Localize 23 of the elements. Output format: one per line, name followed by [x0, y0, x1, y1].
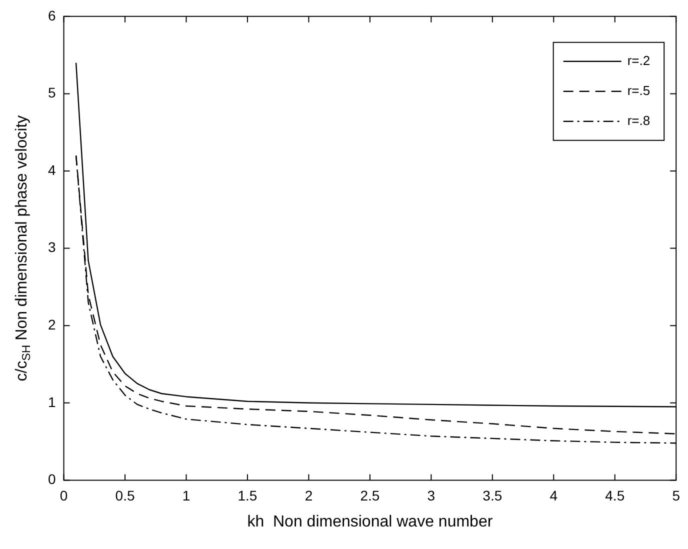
- x-axis-title: kh Non dimensional wave number: [247, 514, 494, 531]
- x-tick-label: 3.5: [482, 487, 502, 504]
- x-tick-label: 3: [427, 487, 436, 504]
- x-tick-label: 4: [550, 487, 558, 504]
- x-tick-label: 0: [60, 487, 68, 504]
- y-tick-label: 2: [48, 316, 56, 332]
- y-tick-label: 1: [48, 394, 56, 410]
- x-tick-label: 1: [182, 487, 190, 504]
- legend-label: r=.5: [627, 82, 650, 98]
- y-tick-label: 6: [48, 7, 56, 24]
- y-axis-title: c/cSH Non dimensional phase velocity: [13, 115, 33, 382]
- x-tick-label: 5: [672, 487, 680, 504]
- y-tick-label: 5: [48, 84, 56, 101]
- y-tick-label: 3: [48, 239, 56, 256]
- x-tick-label: 2: [304, 487, 313, 504]
- x-tick-label: 0.5: [115, 487, 135, 504]
- y-tick-label: 4: [48, 162, 56, 178]
- x-tick-label: 2.5: [360, 487, 380, 504]
- x-tick-label: 4.5: [605, 487, 625, 504]
- legend-label: r=.2: [627, 52, 650, 68]
- legend-label: r=.8: [627, 112, 650, 128]
- y-tick-label: 0: [48, 471, 56, 488]
- x-tick-label: 1.5: [238, 487, 258, 504]
